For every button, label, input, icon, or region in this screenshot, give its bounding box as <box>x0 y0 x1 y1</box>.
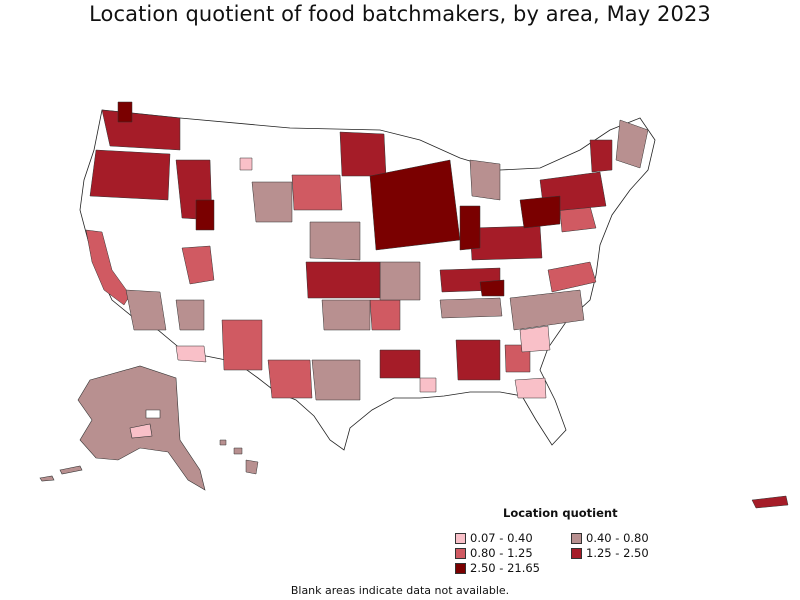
regions-0-40-0-80 <box>125 119 649 401</box>
region-wyoming-east <box>251 181 293 223</box>
region-pennsylvania <box>519 195 561 229</box>
legend-label: 0.07 - 0.40 <box>470 531 533 545</box>
legend-item-2-50-21-65: 2.50 - 21.65 <box>455 561 540 575</box>
legend-label: 0.40 - 0.80 <box>586 531 649 545</box>
region-ohio-valley <box>469 225 543 261</box>
region-oklahoma <box>321 299 371 331</box>
region-florida-north <box>514 377 547 399</box>
hawaii-island-maui <box>233 447 243 455</box>
legend-item-0-80-1-25: 0.80 - 1.25 <box>455 546 533 560</box>
legend-label: 2.50 - 21.65 <box>470 561 540 575</box>
legend-label: 0.80 - 1.25 <box>470 546 533 560</box>
region-nevada-south <box>125 289 167 331</box>
legend-swatch <box>571 547 582 559</box>
legend-item-0-40-0-80: 0.40 - 0.80 <box>571 531 649 545</box>
alaska <box>39 365 206 491</box>
alaska-spot-light <box>129 423 153 439</box>
region-idaho-spot <box>239 157 253 171</box>
region-maine <box>615 119 649 169</box>
region-kansas <box>305 261 381 299</box>
region-nevada-east <box>181 245 215 285</box>
region-new-mexico <box>221 319 263 371</box>
region-arizona-north <box>175 299 205 331</box>
region-texas-west <box>267 359 313 399</box>
legend-title: Location quotient <box>503 506 618 520</box>
region-tennessee <box>439 297 503 319</box>
region-south-dakota <box>291 174 343 211</box>
region-kentucky-east <box>479 279 505 297</box>
hawaii <box>219 439 259 475</box>
region-louisiana <box>379 349 421 379</box>
puerto-rico <box>751 495 789 509</box>
regions-0-80-1-25 <box>85 174 597 399</box>
region-mississippi-spot <box>419 377 437 393</box>
region-california-coast <box>85 229 131 306</box>
legend-swatch <box>455 562 466 574</box>
region-minnesota-west <box>339 131 387 177</box>
region-washington-nw <box>117 101 133 123</box>
region-idaho-south <box>195 199 215 231</box>
region-arkansas <box>369 299 401 331</box>
hawaii-island-big <box>245 459 259 475</box>
region-carolinas <box>509 289 585 331</box>
legend-label: 1.25 - 2.50 <box>586 546 649 560</box>
region-washington <box>101 109 181 151</box>
hawaii-island-oahu <box>219 439 227 446</box>
region-iowa-wisconsin <box>369 159 461 251</box>
region-michigan-north <box>469 159 501 201</box>
regions-2-50-21-65 <box>117 101 561 297</box>
region-arizona-south <box>175 345 207 363</box>
legend-item-0-07-0-40: 0.07 - 0.40 <box>455 531 533 545</box>
alaska-spot-white <box>145 409 161 419</box>
alaska-aleutians <box>39 465 83 482</box>
legend-swatch <box>571 532 582 544</box>
region-missouri <box>379 261 421 301</box>
region-virginia <box>547 261 597 293</box>
region-oregon <box>89 149 171 201</box>
footnote: Blank areas indicate data not available. <box>290 584 510 597</box>
legend-swatch <box>455 532 466 544</box>
legend-swatch <box>455 547 466 559</box>
legend-item-1-25-2-50: 1.25 - 2.50 <box>571 546 649 560</box>
map-title: Location quotient of food batchmakers, b… <box>89 2 711 26</box>
region-nebraska-west <box>309 221 361 261</box>
region-indiana <box>459 205 481 251</box>
region-vermont <box>589 139 613 173</box>
region-texas-central <box>311 359 361 401</box>
region-sc-coast <box>519 325 551 353</box>
puerto-rico-island <box>751 495 789 509</box>
region-alabama <box>455 339 501 381</box>
